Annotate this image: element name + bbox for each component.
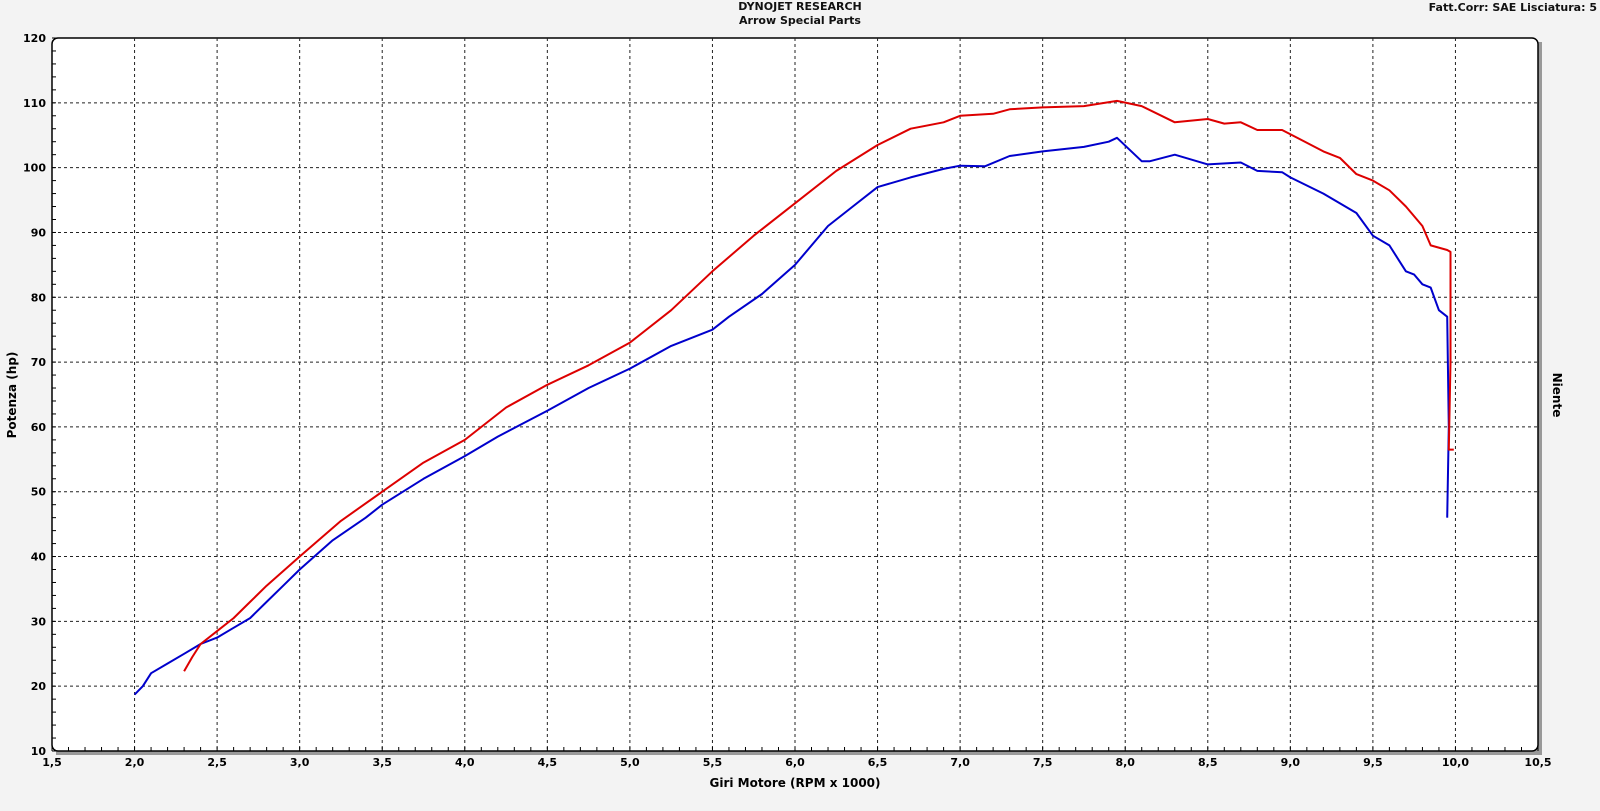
x-tick-label: 5,0 — [620, 756, 640, 769]
y-tick-label: 120 — [23, 32, 46, 45]
y-tick-label: 20 — [31, 680, 47, 693]
x-tick-label: 6,5 — [868, 756, 888, 769]
x-tick-label: 2,5 — [207, 756, 227, 769]
x-tick-label: 9,0 — [1281, 756, 1301, 769]
x-tick-label: 8,0 — [1115, 756, 1135, 769]
y-tick-label: 60 — [31, 421, 47, 434]
x-tick-label: 8,5 — [1198, 756, 1218, 769]
y-tick-label: 10 — [31, 745, 47, 758]
chart-title: DYNOJET RESEARCH — [738, 0, 862, 13]
chart-subtitle: Arrow Special Parts — [739, 14, 861, 27]
right-axis-label: Niente — [1550, 373, 1564, 418]
y-tick-label: 90 — [31, 226, 47, 239]
y-tick-label: 70 — [31, 356, 47, 369]
x-tick-label: 2,0 — [125, 756, 145, 769]
x-tick-label: 10,0 — [1442, 756, 1469, 769]
x-tick-label: 5,5 — [703, 756, 723, 769]
y-tick-label: 40 — [31, 551, 47, 564]
x-tick-label: 9,5 — [1363, 756, 1383, 769]
power-curve-2 — [183, 99, 1454, 672]
x-tick-label: 6,0 — [785, 756, 805, 769]
x-tick-label: 4,0 — [455, 756, 475, 769]
power-curve-1 — [133, 136, 1450, 696]
y-tick-label: 110 — [23, 97, 46, 110]
x-axis-label: Giri Motore (RPM x 1000) — [709, 776, 880, 790]
correction-settings: Fatt.Corr: SAE Lisciatura: 5 — [1428, 1, 1597, 14]
x-tick-label: 4,5 — [538, 756, 558, 769]
y-tick-label: 100 — [23, 162, 46, 175]
x-tick-label: 10,5 — [1524, 756, 1551, 769]
y-axis-label: Potenza (hp) — [5, 352, 19, 439]
x-tick-label: 3,0 — [290, 756, 310, 769]
x-tick-label: 7,0 — [950, 756, 970, 769]
y-tick-label: 30 — [31, 615, 47, 628]
x-tick-label: 3,5 — [372, 756, 392, 769]
x-tick-label: 7,5 — [1033, 756, 1053, 769]
x-tick-label: 1,5 — [42, 756, 62, 769]
y-tick-label: 50 — [31, 486, 47, 499]
y-tick-label: 80 — [31, 291, 47, 304]
